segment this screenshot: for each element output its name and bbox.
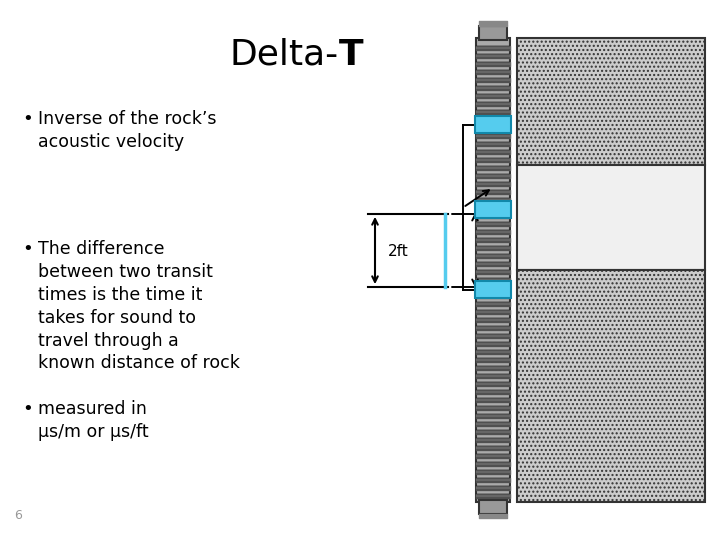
- Text: measured in
μs/m or μs/ft: measured in μs/m or μs/ft: [38, 400, 148, 441]
- Bar: [517, 270, 705, 502]
- Text: 2ft: 2ft: [388, 244, 409, 259]
- Bar: [517, 165, 705, 270]
- Bar: [475, 201, 511, 218]
- Text: •: •: [22, 400, 32, 418]
- Bar: [475, 116, 511, 133]
- Text: 6: 6: [14, 509, 22, 522]
- Text: •: •: [22, 110, 32, 128]
- Text: Delta-: Delta-: [229, 38, 338, 72]
- Text: The difference
between two transit
times is the time it
takes for sound to
trave: The difference between two transit times…: [38, 240, 240, 373]
- Bar: [475, 281, 511, 298]
- Bar: [479, 26, 507, 40]
- Text: Inverse of the rock’s
acoustic velocity: Inverse of the rock’s acoustic velocity: [38, 110, 217, 151]
- Bar: [479, 500, 507, 514]
- Text: •: •: [22, 240, 32, 258]
- Bar: [476, 38, 510, 502]
- Bar: [517, 38, 705, 165]
- Text: T: T: [338, 38, 363, 72]
